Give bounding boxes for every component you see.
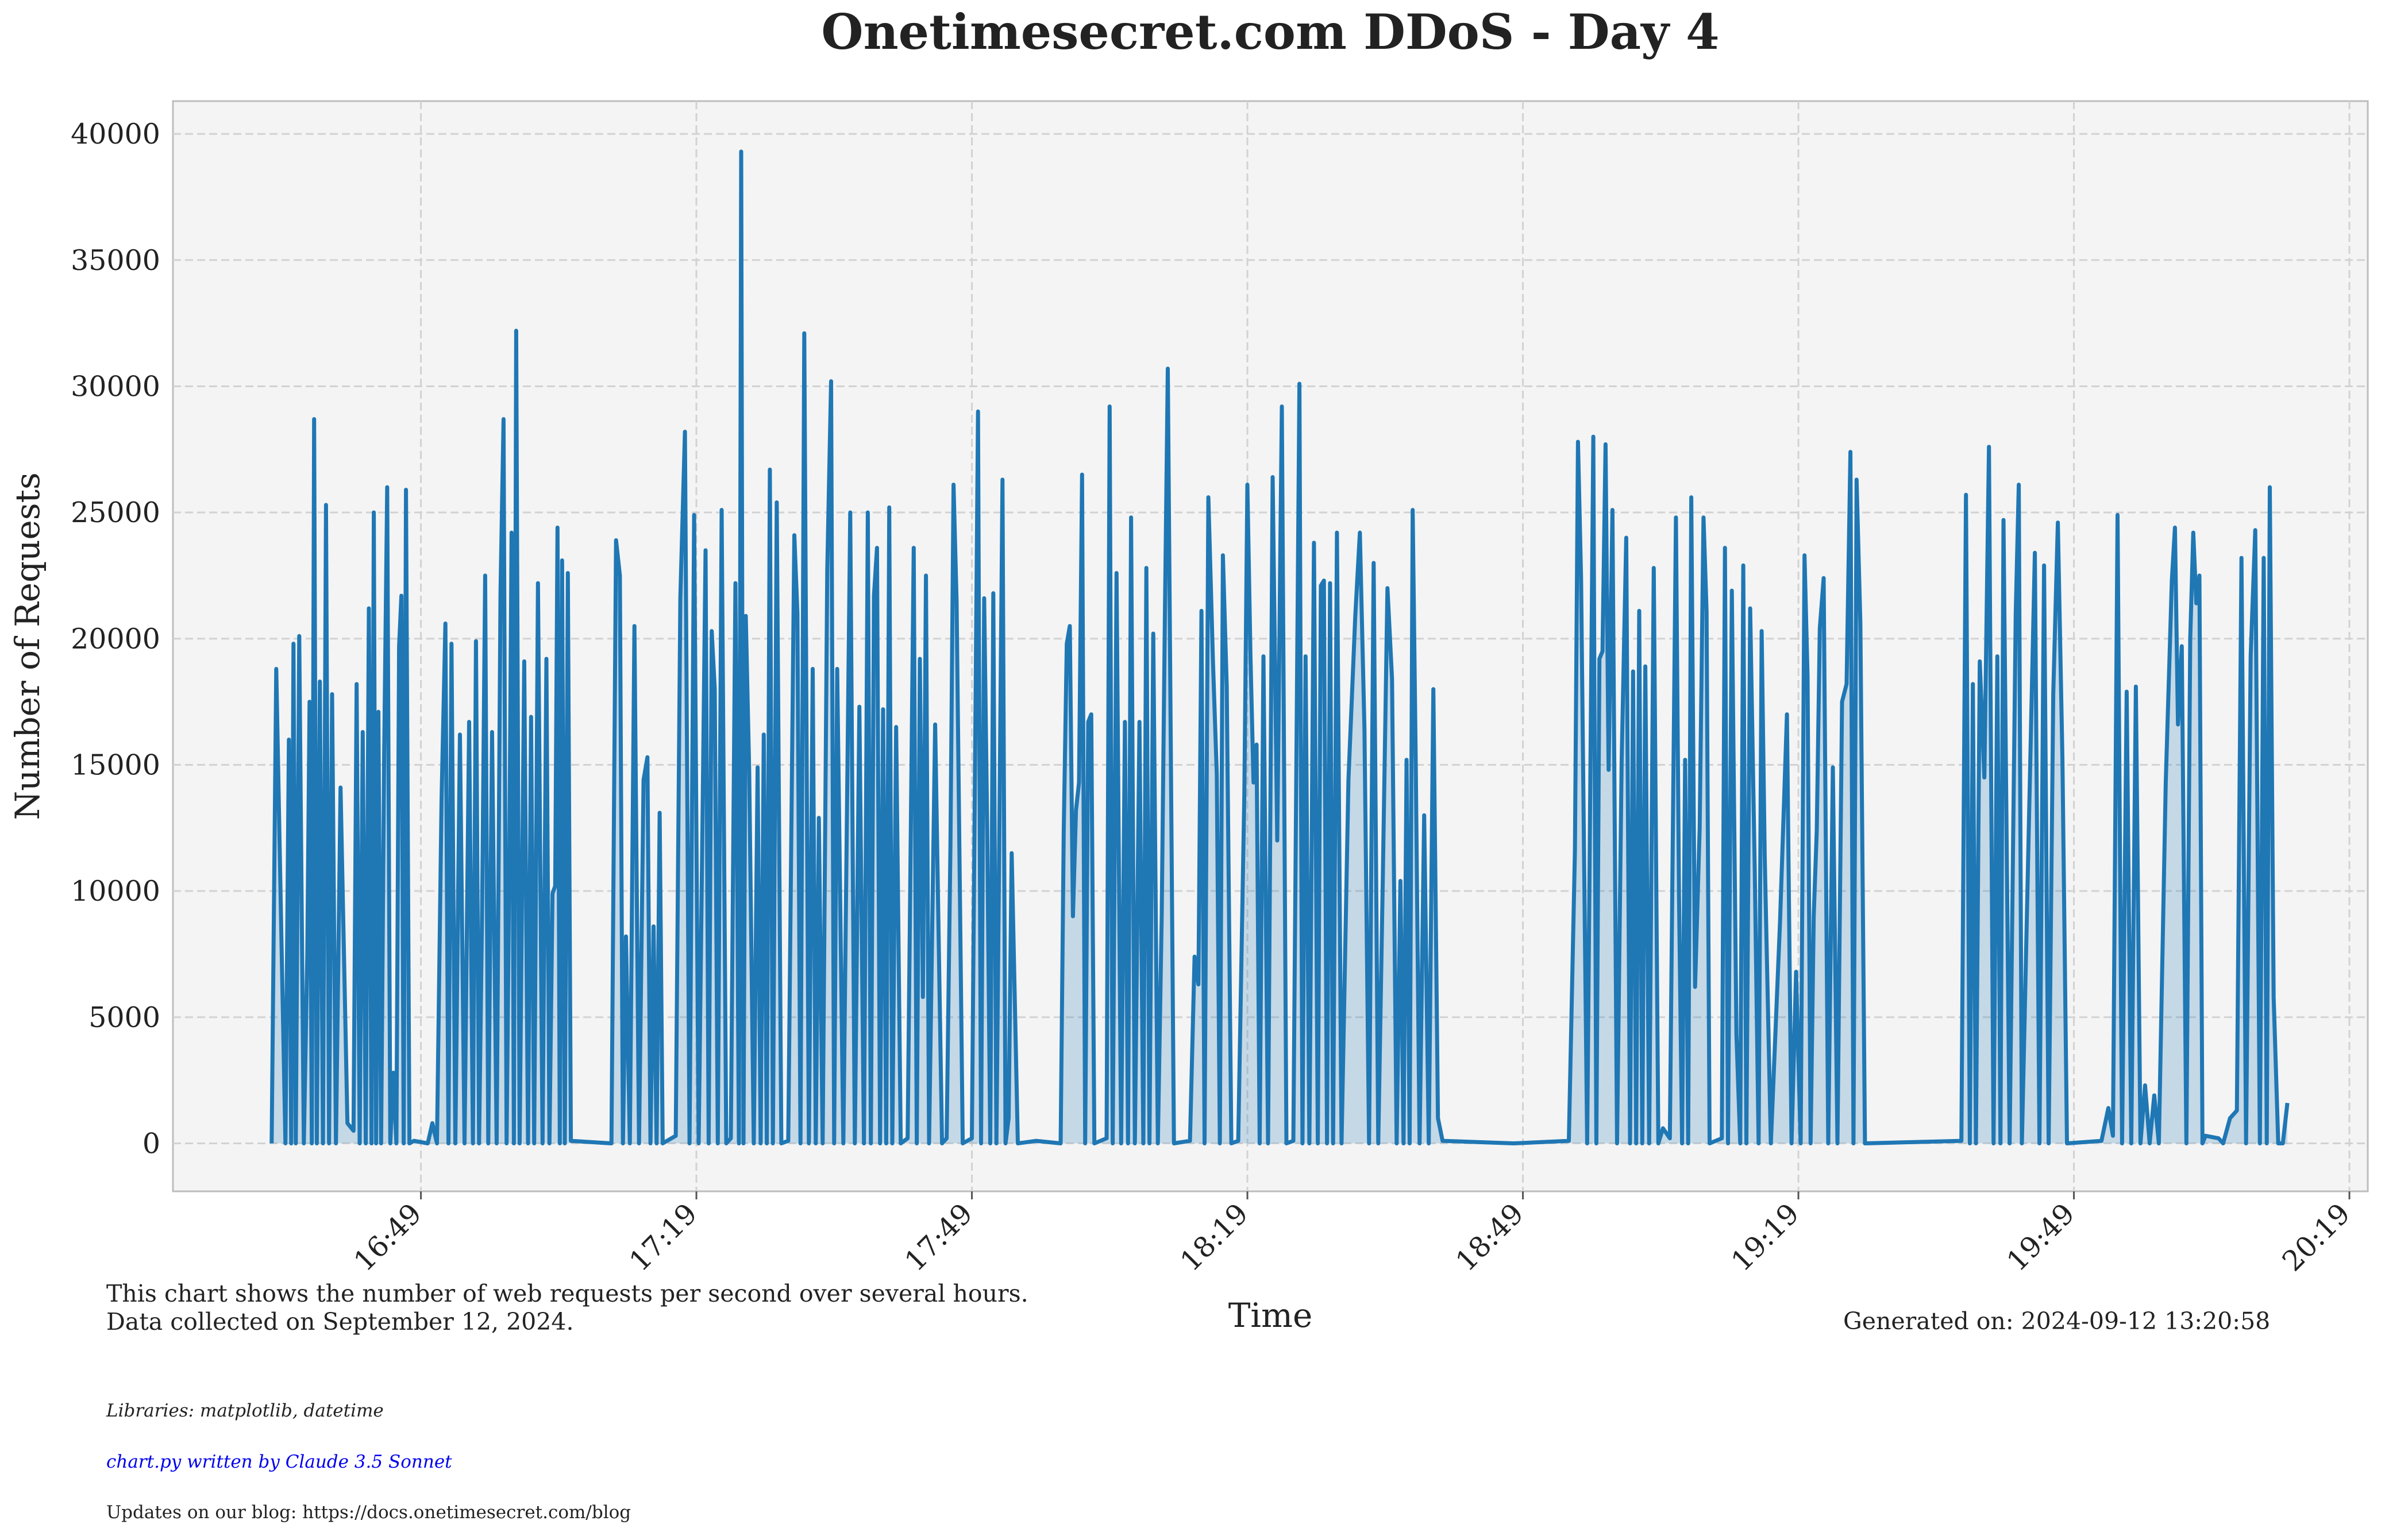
y-tick-label: 30000 bbox=[71, 370, 160, 403]
y-tick-label: 25000 bbox=[71, 496, 160, 529]
description-line-2: Data collected on September 12, 2024. bbox=[106, 1308, 574, 1336]
x-tick-label: 19:19 bbox=[1725, 1197, 1805, 1277]
x-axis-ticks: 16:49 17:19 17:49 18:19 18:49 19:19 19:49 20:19 bbox=[348, 1191, 2357, 1277]
y-tick-label: 5000 bbox=[88, 1001, 160, 1034]
y-tick-label: 20000 bbox=[71, 623, 160, 655]
y-tick-label: 15000 bbox=[71, 748, 160, 781]
description-line-1: This chart shows the number of web reque… bbox=[106, 1280, 1028, 1307]
chart-description: This chart shows the number of web reque… bbox=[106, 1280, 1028, 1336]
y-tick-label: 0 bbox=[142, 1128, 160, 1160]
series-line bbox=[269, 149, 2290, 1145]
y-tick-label: 40000 bbox=[71, 118, 160, 150]
y-tick-label: 10000 bbox=[71, 875, 160, 908]
libraries-note: Libraries: matplotlib, datetime bbox=[106, 1400, 384, 1421]
blog-note: Updates on our blog: https://docs.onetim… bbox=[106, 1502, 631, 1523]
generated-timestamp: Generated on: 2024-09-12 13:20:58 bbox=[1843, 1307, 2271, 1335]
y-tick-label: 35000 bbox=[71, 244, 160, 277]
x-tick-label: 16:49 bbox=[348, 1197, 428, 1277]
x-tick-label: 17:19 bbox=[623, 1197, 703, 1277]
x-tick-label: 20:19 bbox=[2276, 1197, 2356, 1277]
chart-title: Onetimesecret.com DDoS - Day 4 bbox=[821, 3, 1719, 60]
y-axis-ticks: 0 5000 10000 15000 20000 25000 30000 35000 40000 bbox=[71, 118, 160, 1160]
author-note: chart.py written by Claude 3.5 Sonnet bbox=[106, 1452, 452, 1472]
x-tick-label: 18:49 bbox=[1450, 1197, 1530, 1277]
y-axis-label: Number of Requests bbox=[8, 472, 47, 820]
x-tick-label: 19:49 bbox=[2001, 1197, 2081, 1277]
x-tick-label: 18:19 bbox=[1174, 1197, 1254, 1277]
x-tick-label: 17:49 bbox=[899, 1197, 979, 1277]
x-axis-label: Time bbox=[1228, 1296, 1313, 1335]
